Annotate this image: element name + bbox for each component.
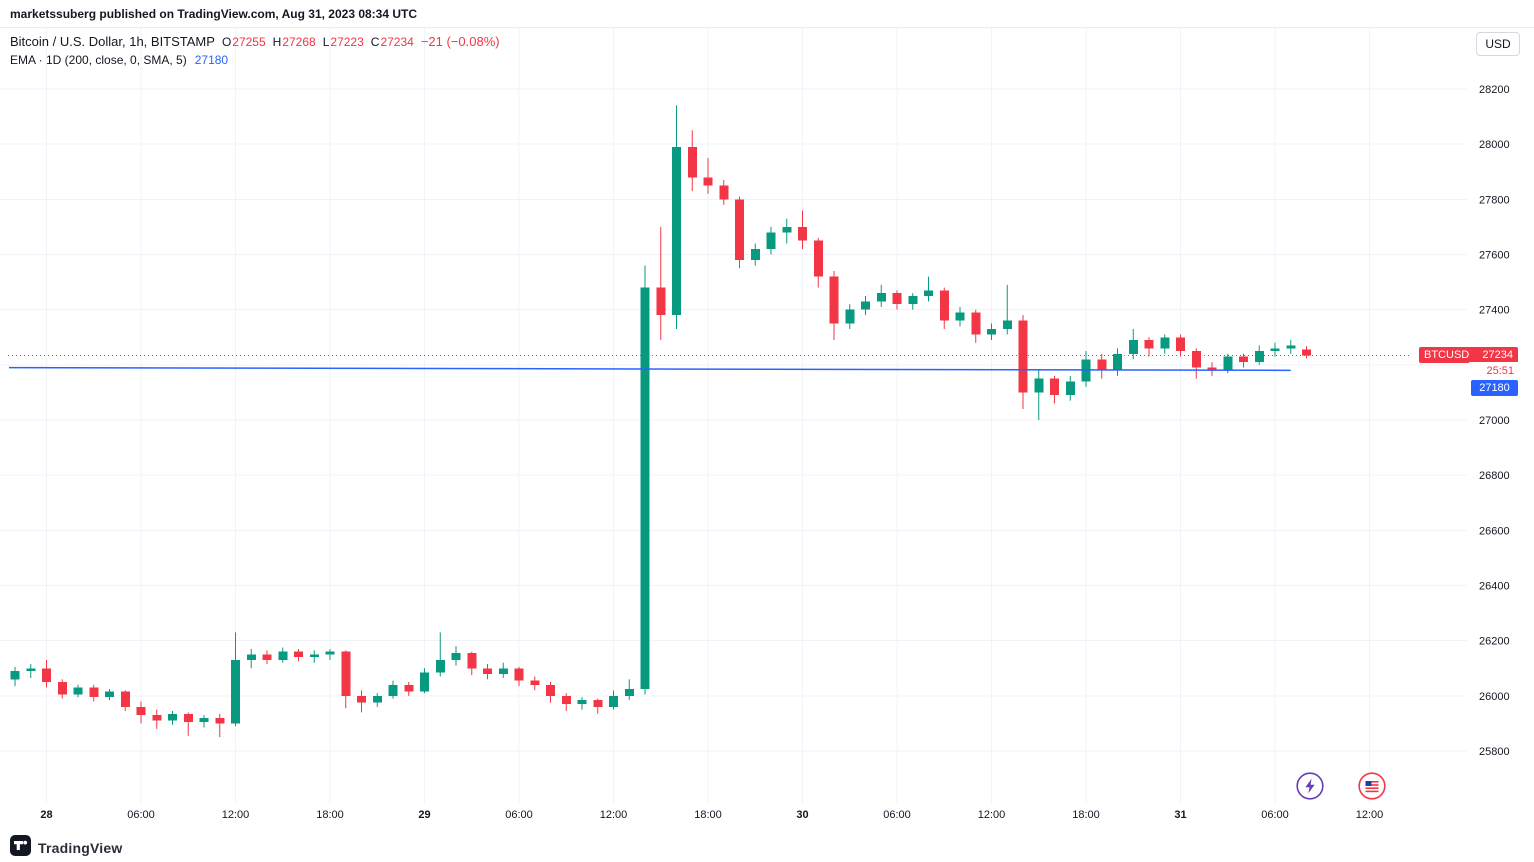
usd-flag-icon[interactable]: [1358, 772, 1386, 800]
attribution-bar: marketssuberg published on TradingView.c…: [0, 0, 1534, 28]
svg-text:27600: 27600: [1479, 250, 1510, 262]
tradingview-footer-link[interactable]: TradingView: [10, 835, 122, 861]
svg-text:18:00: 18:00: [694, 809, 722, 821]
svg-text:27000: 27000: [1479, 415, 1510, 427]
symbol-title[interactable]: Bitcoin / U.S. Dollar, 1h, BITSTAMP: [10, 34, 215, 49]
ohlc-high: H 27268: [272, 35, 316, 49]
svg-text:30: 30: [796, 809, 808, 821]
ohlc-low: L 27223: [322, 35, 364, 49]
svg-text:28: 28: [40, 809, 52, 821]
price-change: −21 (−0.08%): [420, 34, 500, 49]
svg-text:28000: 28000: [1479, 139, 1510, 151]
svg-text:31: 31: [1174, 809, 1186, 821]
svg-text:18:00: 18:00: [316, 809, 344, 821]
badge-symbol-price: 27234: [1482, 349, 1513, 361]
svg-text:26600: 26600: [1479, 525, 1510, 537]
badge-symbol-name: BTCUSD: [1424, 349, 1470, 361]
svg-text:18:00: 18:00: [1072, 809, 1100, 821]
svg-text:26400: 26400: [1479, 581, 1510, 593]
indicator-value: 27180: [194, 53, 229, 67]
axis-labels: 2820028000278002760027400272002700026800…: [40, 84, 1509, 821]
svg-text:26800: 26800: [1479, 470, 1510, 482]
chart-legend: Bitcoin / U.S. Dollar, 1h, BITSTAMP O 272…: [10, 34, 500, 68]
ema-line: [8, 366, 1291, 372]
chart-canvas[interactable]: 2820028000278002760027400272002700026800…: [0, 28, 1534, 862]
svg-text:29: 29: [418, 809, 430, 821]
svg-text:06:00: 06:00: [1261, 809, 1289, 821]
svg-text:06:00: 06:00: [883, 809, 911, 821]
svg-text:27400: 27400: [1479, 305, 1510, 317]
tradingview-logo: [10, 835, 31, 861]
svg-text:12:00: 12:00: [222, 809, 250, 821]
indicator-row: EMA · 1D (200, close, 0, SMA, 5) 27180: [10, 53, 500, 68]
symbol-price-badge: BTCUSD 27234: [1419, 347, 1518, 363]
svg-text:12:00: 12:00: [1356, 809, 1384, 821]
tradingview-brand-text: TradingView: [38, 840, 123, 856]
candles: [10, 105, 1311, 738]
svg-text:26000: 26000: [1479, 691, 1510, 703]
svg-text:28200: 28200: [1479, 84, 1510, 96]
ohlc-open: O 27255: [221, 35, 266, 49]
candle-countdown: 25:51: [1469, 362, 1518, 379]
ema-price-badge: 27180: [1471, 380, 1518, 396]
ohlc-close: C 27234: [370, 35, 414, 49]
attribution-text: marketssuberg published on TradingView.c…: [10, 6, 418, 21]
svg-text:25800: 25800: [1479, 746, 1510, 758]
symbol-row: Bitcoin / U.S. Dollar, 1h, BITSTAMP O 272…: [10, 34, 500, 50]
currency-toggle-button[interactable]: USD: [1476, 32, 1520, 56]
indicator-title[interactable]: EMA · 1D (200, close, 0, SMA, 5): [10, 53, 187, 67]
svg-text:12:00: 12:00: [978, 809, 1006, 821]
grid: [0, 28, 1467, 804]
svg-text:27800: 27800: [1479, 194, 1510, 206]
svg-text:12:00: 12:00: [600, 809, 628, 821]
svg-text:26200: 26200: [1479, 636, 1510, 648]
lightning-icon[interactable]: [1296, 772, 1324, 800]
svg-text:06:00: 06:00: [505, 809, 533, 821]
svg-text:06:00: 06:00: [127, 809, 155, 821]
